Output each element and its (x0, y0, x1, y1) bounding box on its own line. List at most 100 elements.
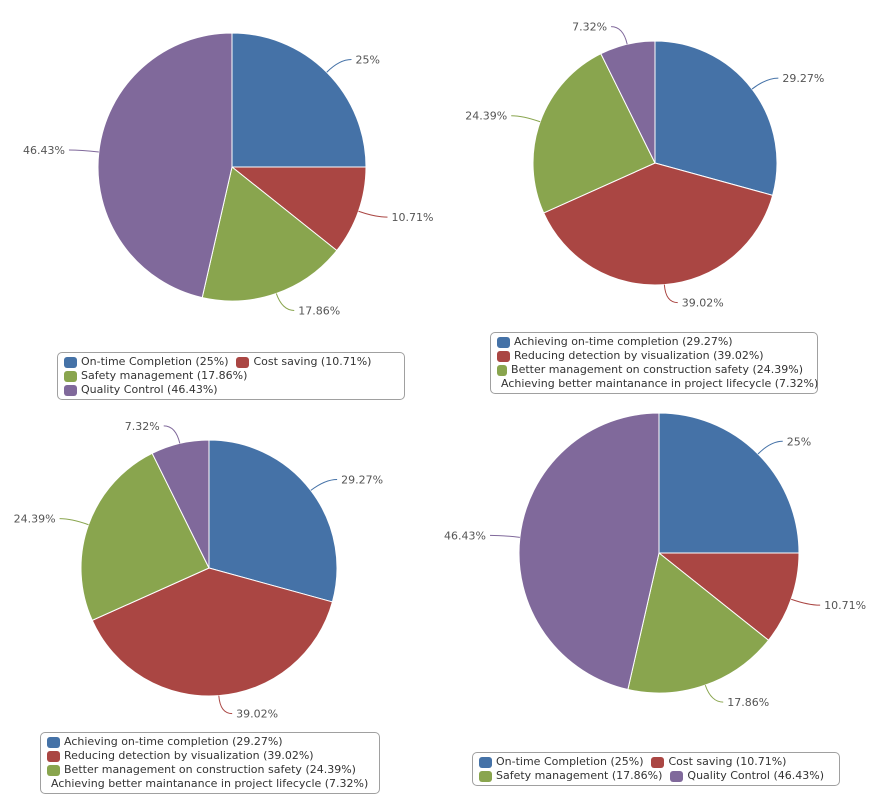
legend-chart-3: Achieving on-time completion (29.27%) Re… (40, 732, 380, 794)
swatch-icon (64, 384, 77, 396)
data-label: 17.86% (727, 696, 769, 709)
pie-chart-2: 29.27% 39.02% 24.39% 7.32% (465, 21, 824, 310)
label-connector (790, 598, 821, 606)
legend-label: Safety management (17.86%) (496, 769, 663, 782)
data-label: 39.02% (236, 708, 278, 721)
legend-item[interactable]: Safety management (17.86%) (479, 769, 662, 783)
legend-label: Achieving better maintanance in project … (501, 377, 819, 390)
legend-label: Better management on construction safety… (64, 763, 356, 776)
data-label: 25% (787, 435, 811, 448)
pie-chart-4: 25% 10.71% 17.86% 46.43% (444, 412, 866, 709)
pie-slice[interactable] (208, 439, 338, 603)
swatch-icon (47, 750, 60, 762)
pie-slice[interactable] (600, 40, 656, 164)
pie-slice[interactable] (97, 32, 233, 299)
legend-label: Quality Control (46.43%) (81, 383, 218, 396)
data-label: 24.39% (465, 110, 507, 123)
swatch-icon (47, 736, 60, 748)
pie-slice[interactable] (151, 439, 210, 569)
legend-item[interactable]: Cost saving (10.71%) (651, 755, 786, 769)
label-connector (310, 478, 338, 491)
label-connector (611, 26, 628, 45)
legend-label: Safety management (17.86%) (81, 369, 248, 382)
swatch-icon (479, 770, 492, 782)
legend-chart-4: On-time Completion (25%) Cost saving (10… (472, 752, 840, 786)
data-label: 46.43% (23, 144, 65, 157)
pie-slice[interactable] (201, 166, 338, 302)
legend-chart-2: Achieving on-time completion (29.27%) Re… (490, 332, 818, 394)
label-connector (704, 684, 724, 703)
legend-label: Reducing detection by visualization (39.… (64, 749, 314, 762)
data-label: 17.86% (298, 304, 340, 317)
legend-item[interactable]: On-time Completion (25%) (479, 755, 643, 769)
legend-item[interactable]: Achieving on-time completion (29.27%) (497, 335, 803, 349)
legend-item[interactable]: Quality Control (46.43%) (64, 383, 218, 397)
legend-item[interactable]: Achieving better maintanance in project … (497, 377, 818, 391)
swatch-icon (497, 336, 510, 348)
label-connector (326, 59, 352, 73)
legend-item[interactable]: Quality Control (46.43%) (670, 769, 824, 783)
label-connector (358, 210, 388, 218)
legend-item[interactable]: Better management on construction safety… (497, 363, 803, 377)
legend-label: Quality Control (46.43%) (687, 769, 824, 782)
legend-label: Better management on construction safety… (511, 363, 803, 376)
swatch-icon (47, 764, 60, 776)
pie-slice[interactable] (231, 32, 367, 168)
pie-slice[interactable] (658, 412, 800, 554)
legend-item[interactable]: Better management on construction safety… (47, 763, 365, 777)
legend-label: Achieving on-time completion (29.27%) (64, 735, 283, 748)
pie-slice[interactable] (543, 162, 774, 286)
legend-item[interactable]: Safety management (17.86%) (64, 369, 247, 383)
pie-slice[interactable] (532, 53, 656, 214)
data-label: 10.71% (391, 211, 433, 224)
legend-label: On-time Completion (25%) (496, 755, 644, 768)
pie-chart-1: 25% 10.71% 17.86% 46.43% (23, 32, 433, 317)
legend-item[interactable]: Achieving better maintanance in project … (47, 777, 369, 791)
legend-label: On-time Completion (25%) (81, 355, 229, 368)
data-label: 25% (355, 54, 379, 67)
legend-item[interactable]: On-time Completion (25%) (64, 355, 228, 369)
legend-label: Cost saving (10.71%) (253, 355, 372, 368)
swatch-icon (497, 350, 510, 362)
swatch-icon (651, 756, 665, 768)
legend-item[interactable]: Reducing detection by visualization (39.… (47, 749, 365, 763)
label-connector (511, 115, 541, 123)
label-connector (218, 695, 233, 715)
swatch-icon (479, 756, 492, 768)
label-connector (751, 77, 779, 90)
pie-slice[interactable] (654, 40, 778, 196)
legend-chart-1: On-time Completion (25%) Cost saving (10… (57, 352, 405, 400)
swatch-icon (64, 370, 77, 382)
pie-slice[interactable] (230, 166, 367, 252)
label-connector (68, 149, 99, 153)
label-connector (59, 518, 89, 526)
data-label: 29.27% (341, 473, 383, 486)
swatch-icon (497, 364, 508, 376)
pie-slice[interactable] (657, 552, 800, 641)
legend-item[interactable]: Cost saving (10.71%) (236, 355, 371, 369)
label-connector (663, 284, 678, 304)
legend-label: Cost saving (10.71%) (668, 755, 787, 768)
legend-label: Achieving on-time completion (29.27%) (514, 335, 733, 348)
data-label: 10.71% (824, 599, 866, 612)
legend-item[interactable]: Reducing detection by visualization (39.… (497, 349, 803, 363)
data-label: 7.32% (125, 420, 160, 433)
label-connector (163, 425, 181, 444)
label-connector (275, 293, 295, 311)
data-label: 46.43% (444, 529, 486, 542)
swatch-icon (236, 356, 250, 368)
pie-slice[interactable] (91, 567, 334, 697)
data-label: 24.39% (14, 513, 56, 526)
pie-chart-3: 29.27% 39.02% 24.39% 7.32% (14, 420, 383, 721)
legend-item[interactable]: Achieving on-time completion (29.27%) (47, 735, 365, 749)
legend-label: Achieving better maintanance in project … (51, 777, 369, 790)
label-connector (757, 440, 783, 455)
label-connector (489, 534, 520, 538)
data-label: 7.32% (572, 21, 607, 34)
legend-label: Reducing detection by visualization (39.… (514, 349, 764, 362)
pie-slice[interactable] (80, 452, 210, 622)
data-label: 39.02% (682, 297, 724, 310)
swatch-icon (670, 770, 684, 782)
